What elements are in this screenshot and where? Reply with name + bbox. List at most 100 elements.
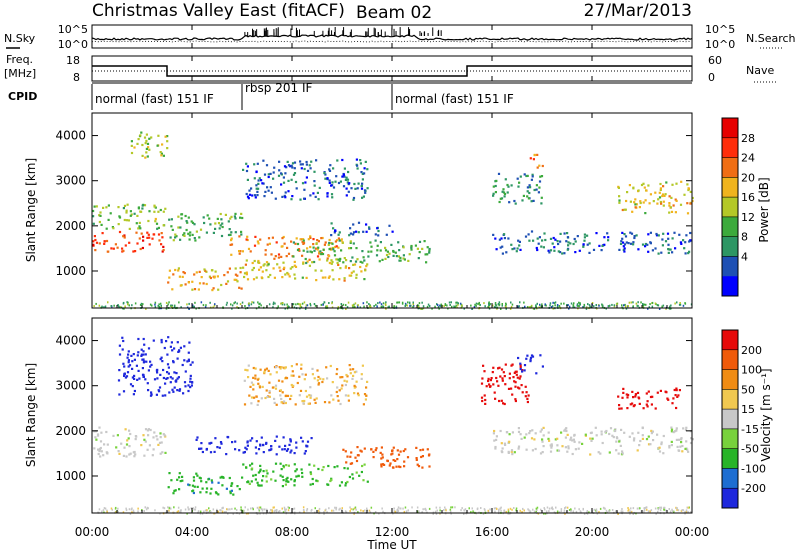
velocity-point xyxy=(604,507,606,510)
velocity-point xyxy=(348,475,351,479)
velocity-point xyxy=(618,440,621,443)
power-point xyxy=(656,202,659,205)
power-point xyxy=(672,204,675,207)
velocity-point xyxy=(339,402,342,406)
power-point xyxy=(94,249,97,252)
power-point xyxy=(494,191,497,194)
velocity-point xyxy=(131,376,134,379)
velocity-point xyxy=(596,512,599,515)
velocity-point xyxy=(586,512,589,515)
freq-label-line2: [MHz] xyxy=(4,67,36,80)
velocity-point xyxy=(274,439,277,442)
power-point xyxy=(674,198,677,201)
nave-tick-high: 60 xyxy=(708,54,722,67)
velocity-point xyxy=(176,478,179,481)
power-point xyxy=(357,221,361,224)
velocity-point xyxy=(102,509,105,512)
velocity-point xyxy=(209,492,212,495)
velocity-point xyxy=(279,474,282,477)
power-point xyxy=(162,245,165,248)
power-point xyxy=(261,182,264,185)
velocity-point xyxy=(267,369,270,372)
velocity-point xyxy=(273,506,275,509)
power-point xyxy=(523,173,526,176)
velocity-point xyxy=(519,365,522,369)
power-point xyxy=(488,307,491,310)
power-point xyxy=(309,167,312,170)
velocity-point xyxy=(351,377,354,380)
power-colorbar-swatch xyxy=(722,256,738,277)
velocity-point xyxy=(691,438,694,441)
velocity-point xyxy=(274,384,278,387)
velocity-point xyxy=(360,377,363,380)
velocity-point xyxy=(278,445,281,448)
velocity-point xyxy=(206,511,208,514)
velocity-point xyxy=(416,463,419,466)
velocity-point xyxy=(256,512,258,515)
power-point xyxy=(439,304,441,307)
power-point xyxy=(404,305,406,307)
velocity-point xyxy=(125,509,128,512)
power-colorbar-swatch xyxy=(722,276,738,297)
power-point xyxy=(540,305,542,308)
power-point xyxy=(269,273,272,277)
velocity-point xyxy=(626,396,629,399)
power-point xyxy=(431,307,433,310)
power-point xyxy=(257,259,260,263)
velocity-point xyxy=(268,391,271,394)
power-point xyxy=(625,305,627,308)
velocity-point xyxy=(285,478,288,481)
velocity-point xyxy=(286,448,290,451)
power-point xyxy=(313,260,316,264)
power-point xyxy=(540,196,543,199)
power-point xyxy=(150,136,153,139)
power-point xyxy=(535,246,538,250)
velocity-point xyxy=(396,509,399,511)
velocity-point xyxy=(549,450,553,453)
power-point xyxy=(686,183,689,186)
velocity-point xyxy=(687,506,690,509)
velocity-point xyxy=(178,488,181,491)
power-point xyxy=(245,271,248,274)
velocity-point xyxy=(449,508,452,511)
power-point xyxy=(153,210,156,213)
velocity-point xyxy=(525,448,528,451)
power-point xyxy=(660,202,663,205)
power-point xyxy=(274,197,277,200)
velocity-point xyxy=(142,358,145,361)
power-point xyxy=(586,243,589,246)
velocity-point xyxy=(672,510,674,512)
velocity-point xyxy=(295,441,298,444)
velocity-point xyxy=(411,506,413,509)
power-point xyxy=(352,263,355,266)
power-ytick-label: 3000 xyxy=(55,174,86,188)
power-point xyxy=(326,192,329,195)
velocity-point xyxy=(106,509,108,512)
velocity-point xyxy=(639,439,642,443)
velocity-point xyxy=(659,506,661,509)
velocity-point xyxy=(519,509,521,512)
velocity-point xyxy=(252,474,255,477)
power-point xyxy=(418,251,421,254)
velocity-point xyxy=(306,440,310,443)
velocity-point xyxy=(317,382,321,385)
velocity-point xyxy=(283,448,286,451)
velocity-point xyxy=(176,389,179,392)
power-point xyxy=(359,306,362,309)
power-point xyxy=(377,229,380,233)
velocity-point xyxy=(263,371,266,374)
velocity-point xyxy=(476,507,479,510)
power-point xyxy=(501,245,504,248)
velocity-point xyxy=(126,439,129,442)
velocity-point xyxy=(331,381,334,384)
velocity-point xyxy=(394,459,397,462)
power-point xyxy=(223,274,226,277)
power-point xyxy=(130,140,133,143)
power-point xyxy=(382,302,385,305)
power-point xyxy=(618,195,621,198)
velocity-point xyxy=(629,512,631,515)
power-point xyxy=(141,207,144,210)
velocity-point xyxy=(300,367,303,370)
power-point xyxy=(352,270,355,273)
power-point xyxy=(198,282,202,285)
